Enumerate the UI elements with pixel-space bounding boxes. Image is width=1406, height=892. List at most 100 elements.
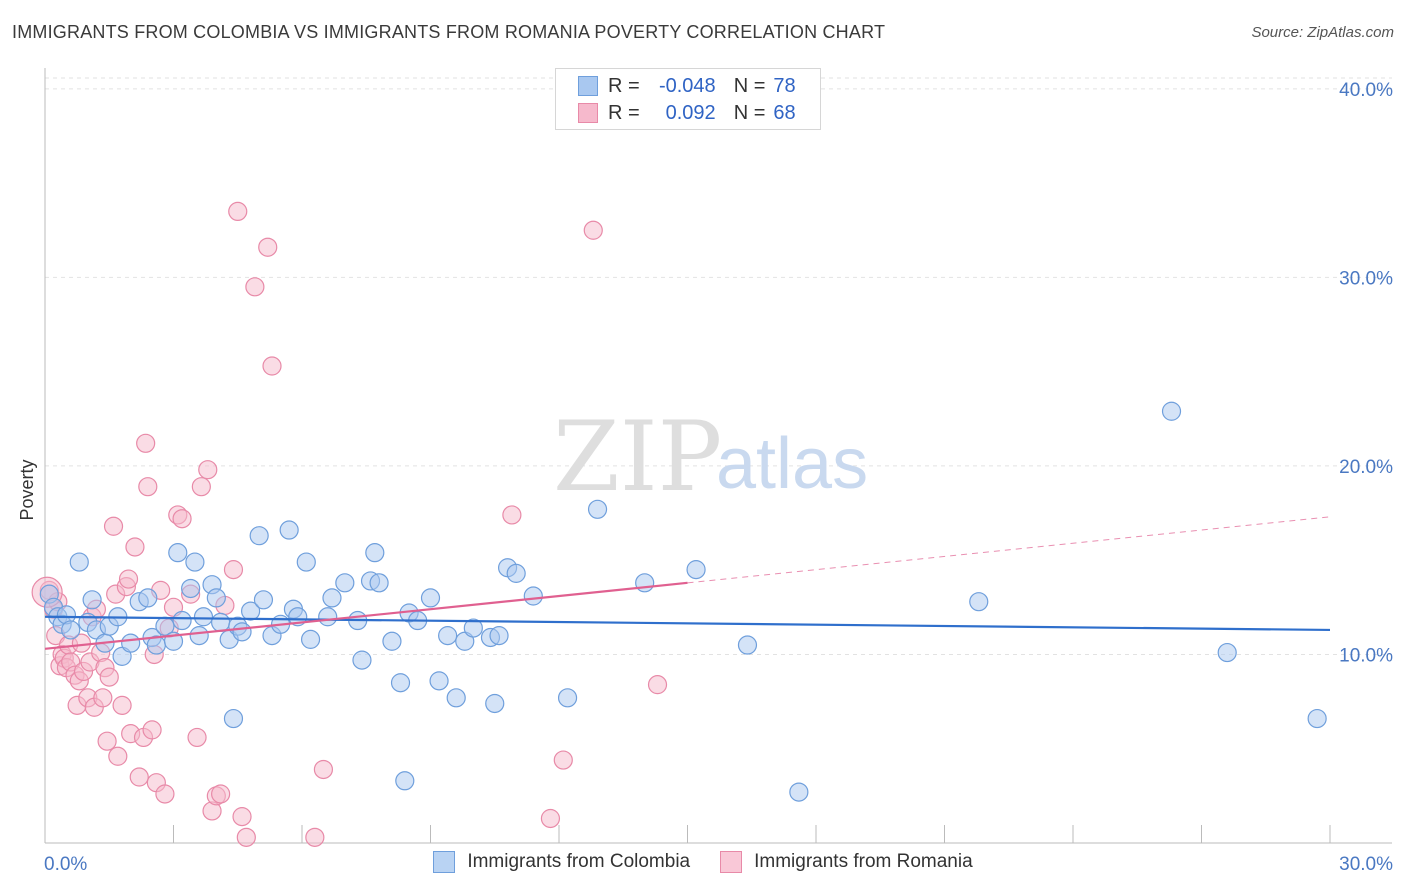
- colombia-point: [365, 543, 385, 563]
- romania-point: [583, 220, 603, 240]
- romania-point: [108, 746, 128, 766]
- colombia-point: [438, 626, 458, 646]
- romania-point: [136, 433, 156, 453]
- colombia-point: [686, 560, 706, 580]
- romania-trend-line: [44, 581, 688, 650]
- colombia-point: [557, 688, 578, 708]
- colombia-point: [253, 590, 274, 610]
- n-value-romania: 68: [773, 101, 796, 124]
- colombia-point: [168, 543, 188, 563]
- colombia-point: [382, 631, 402, 651]
- romania-point: [313, 759, 334, 780]
- x-tick-label: 0.0%: [44, 854, 87, 875]
- romania-point: [305, 827, 325, 847]
- colombia-point: [82, 590, 102, 610]
- romania-point: [236, 827, 256, 847]
- colombia-point: [279, 520, 299, 540]
- watermark: ZIP atlas: [553, 401, 868, 513]
- romania-points: [31, 201, 668, 847]
- romania-point: [172, 509, 192, 529]
- colombia-point: [737, 635, 758, 655]
- romania-trend-projection: [687, 516, 1331, 584]
- colombia-swatch: [578, 76, 598, 96]
- colombia-point: [429, 671, 449, 691]
- romania-point: [647, 675, 668, 695]
- colombia-point: [181, 578, 201, 599]
- colombia-point: [249, 526, 269, 546]
- romania-point: [502, 505, 522, 525]
- romania-point: [198, 460, 218, 480]
- r-label: R =: [608, 101, 640, 124]
- colombia-point: [1217, 642, 1237, 663]
- colombia-point: [61, 620, 81, 640]
- romania-point: [112, 695, 132, 715]
- y-axis-label: Poverty: [17, 459, 37, 520]
- colombia-trend-line: [44, 615, 1331, 632]
- romania-point: [223, 560, 244, 580]
- r-label: R =: [608, 74, 640, 97]
- colombia-point: [587, 499, 608, 519]
- n-label: N =: [733, 74, 766, 97]
- axes: [44, 68, 1392, 844]
- colombia-point: [395, 771, 415, 791]
- watermark-atlas: atlas: [716, 424, 868, 504]
- colombia-point: [211, 612, 231, 633]
- colombia-point: [300, 629, 321, 649]
- romania-point: [187, 727, 207, 748]
- legend-item-romania[interactable]: Immigrants from Romania: [720, 851, 973, 873]
- colombia-point: [185, 552, 205, 572]
- colombia-point: [193, 607, 214, 627]
- romania-point: [97, 731, 117, 751]
- colombia-point: [446, 688, 466, 708]
- source-label: Source: ZipAtlas.com: [1251, 24, 1394, 41]
- colombia-point: [335, 573, 355, 593]
- trend-lines: [44, 516, 1331, 650]
- romania-point: [245, 277, 265, 297]
- n-value-colombia: 78: [773, 74, 796, 97]
- colombia-point: [223, 708, 244, 729]
- romania-point: [232, 807, 252, 827]
- colombia-point: [1307, 708, 1327, 729]
- colombia-point: [969, 592, 989, 612]
- colombia-point: [288, 607, 308, 627]
- romania-point: [93, 688, 113, 708]
- romania-point: [118, 569, 139, 589]
- colombia-point: [241, 601, 261, 621]
- correlation-legend: R = -0.048 N = 78 R = 0.092 N = 68: [555, 68, 821, 130]
- colombia-point: [138, 588, 158, 608]
- watermark-zip: ZIP: [553, 401, 722, 513]
- romania-point: [99, 667, 119, 687]
- colombia-point: [1161, 401, 1182, 421]
- colombia-point: [523, 586, 543, 606]
- y-tick-label: 20.0%: [1339, 457, 1393, 478]
- colombia-point: [69, 552, 89, 572]
- colombia-point: [463, 618, 483, 638]
- legend-row-romania: R = 0.092 N = 68: [578, 100, 796, 126]
- colombia-point: [506, 563, 526, 583]
- romania-point: [228, 201, 248, 222]
- romania-point: [262, 356, 282, 376]
- legend-label-romania: Immigrants from Romania: [754, 851, 973, 872]
- romania-point: [129, 767, 149, 787]
- colombia-point: [189, 626, 209, 646]
- colombia-point: [322, 588, 342, 608]
- romania-point: [125, 537, 145, 557]
- romania-point: [211, 784, 231, 804]
- series-legend: Immigrants from Colombia Immigrants from…: [0, 851, 1406, 873]
- romania-point: [553, 750, 573, 770]
- colombia-point: [318, 607, 338, 627]
- legend-item-colombia[interactable]: Immigrants from Colombia: [433, 851, 690, 873]
- colombia-point: [489, 626, 509, 646]
- colombia-points: [39, 401, 1327, 802]
- colombia-point: [390, 673, 411, 693]
- romania-point: [191, 477, 211, 497]
- colombia-point: [789, 782, 809, 802]
- colombia-point: [172, 610, 192, 631]
- legend-row-colombia: R = -0.048 N = 78: [578, 73, 796, 99]
- romania-point: [103, 516, 124, 536]
- y-tick-label: 30.0%: [1339, 268, 1393, 289]
- colombia-point: [352, 650, 372, 670]
- y-tick-label: 40.0%: [1339, 80, 1393, 101]
- colombia-point: [232, 622, 252, 642]
- grid-lines: [45, 77, 1392, 655]
